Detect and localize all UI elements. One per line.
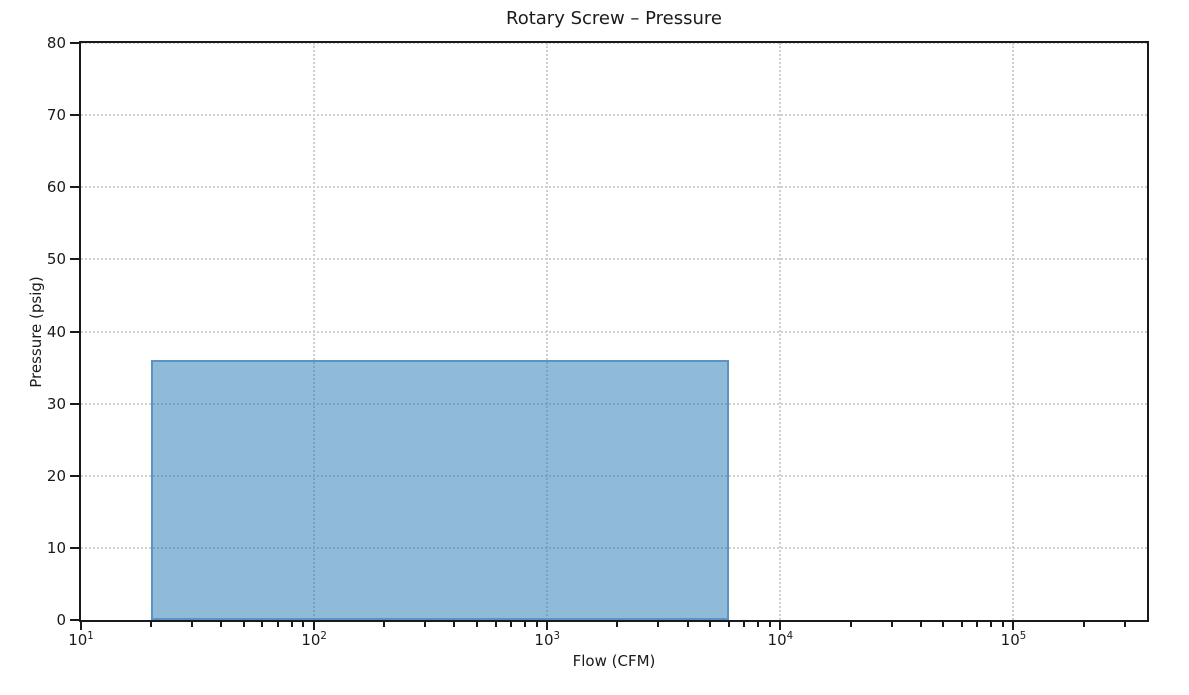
- y-tick: [70, 546, 79, 549]
- x-minor-tick: [290, 622, 293, 627]
- x-minor-tick: [849, 622, 852, 627]
- y-tick: [70, 402, 79, 405]
- y-tick: [70, 619, 79, 621]
- x-minor-tick: [494, 622, 497, 627]
- y-tick-label: 20: [46, 466, 66, 485]
- x-minor-tick: [768, 622, 771, 627]
- y-tick: [70, 114, 79, 117]
- x-minor-tick: [383, 622, 386, 627]
- x-gridline: [779, 43, 782, 620]
- y-gridline: [81, 186, 1147, 189]
- x-major-tick: [1012, 622, 1015, 630]
- x-minor-tick: [261, 622, 264, 627]
- x-major-tick: [779, 622, 782, 630]
- y-gridline: [81, 114, 1147, 117]
- x-minor-tick: [657, 622, 660, 627]
- x-minor-tick: [989, 622, 992, 627]
- y-tick-label: 30: [46, 394, 66, 413]
- x-minor-tick: [277, 622, 279, 627]
- y-tick-label: 50: [46, 250, 66, 269]
- x-minor-tick: [453, 622, 456, 627]
- x-minor-tick: [743, 622, 746, 627]
- y-tick: [70, 330, 79, 333]
- rotary-screw-operating-region: [151, 360, 729, 620]
- x-minor-tick: [756, 622, 759, 627]
- y-tick: [70, 42, 79, 44]
- y-tick: [70, 186, 79, 189]
- x-gridline: [546, 43, 549, 620]
- x-minor-tick: [976, 622, 979, 627]
- x-minor-tick: [1123, 622, 1126, 627]
- x-tick-label: 105: [1000, 631, 1027, 649]
- x-minor-tick: [960, 622, 963, 627]
- x-minor-tick: [616, 622, 619, 627]
- y-gridline: [81, 330, 1147, 333]
- x-minor-tick: [535, 622, 538, 627]
- x-minor-tick: [191, 622, 194, 627]
- chart-title: Rotary Screw – Pressure: [506, 8, 722, 29]
- y-gridline: [81, 42, 1147, 44]
- x-minor-tick: [510, 622, 513, 627]
- x-minor-tick: [523, 622, 526, 627]
- x-major-tick: [546, 622, 549, 630]
- x-minor-tick: [919, 622, 922, 627]
- x-tick-label: 104: [767, 631, 794, 649]
- y-axis-label: Pressure (psig): [27, 276, 45, 388]
- x-minor-tick: [302, 622, 305, 627]
- x-minor-tick: [150, 622, 153, 627]
- x-major-tick: [313, 622, 316, 630]
- y-gridline: [81, 258, 1147, 261]
- x-minor-tick: [890, 622, 893, 627]
- y-tick: [70, 258, 79, 261]
- x-tick-label: 101: [68, 631, 94, 649]
- y-tick-label: 10: [46, 538, 66, 557]
- y-tick-label: 60: [46, 178, 66, 197]
- y-tick-label: 70: [46, 106, 66, 125]
- x-minor-tick: [242, 622, 245, 627]
- x-minor-tick: [220, 622, 223, 627]
- x-minor-tick: [1001, 622, 1004, 627]
- y-tick: [70, 474, 79, 477]
- x-minor-tick: [709, 622, 712, 627]
- x-minor-tick: [424, 622, 427, 627]
- x-minor-tick: [727, 622, 730, 627]
- x-minor-tick: [942, 622, 945, 627]
- x-minor-tick: [686, 622, 689, 627]
- x-gridline: [313, 43, 316, 620]
- x-minor-tick: [1082, 622, 1085, 627]
- x-minor-tick: [476, 622, 479, 627]
- x-axis-label: Flow (CFM): [572, 652, 656, 670]
- y-tick-label: 80: [46, 34, 66, 52]
- y-tick-label: 0: [56, 611, 66, 629]
- x-gridline: [1012, 43, 1015, 620]
- x-tick-label: 103: [534, 631, 561, 649]
- x-major-tick: [80, 622, 82, 630]
- y-tick-label: 40: [46, 322, 66, 341]
- x-tick-label: 102: [301, 631, 327, 649]
